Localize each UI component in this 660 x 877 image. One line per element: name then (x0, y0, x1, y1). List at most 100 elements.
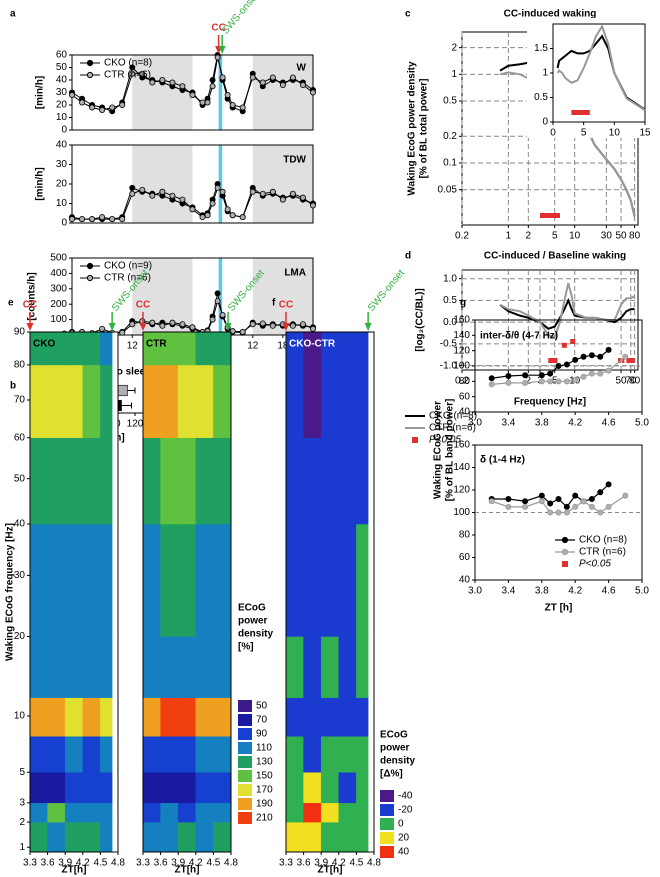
heatmap-cell (64, 523, 84, 637)
data-point (588, 370, 595, 377)
heatmap-cell (320, 821, 340, 853)
annotation-label: CC (279, 300, 293, 311)
heatmap-cell (356, 771, 369, 804)
x-tick-label: 70 (625, 376, 637, 387)
significance-bar (548, 358, 558, 363)
heatmap-cell (29, 437, 48, 525)
data-point (505, 372, 512, 379)
heatmap-cell (177, 697, 197, 737)
heatmap-cell (142, 736, 161, 773)
data-point (159, 77, 166, 84)
legend-marker (86, 71, 94, 79)
heatmap-cell (195, 771, 214, 804)
colorbar-swatch (380, 790, 394, 802)
heatmap-cell (356, 821, 369, 853)
data-point (580, 353, 587, 360)
heatmap-cell (29, 736, 48, 773)
heatmap-cell (82, 331, 101, 366)
heatmap-cell (338, 736, 357, 773)
heatmap-cell (213, 771, 232, 804)
heatmap-cell (356, 636, 369, 698)
colorbar-swatch (238, 784, 252, 796)
heatmap-cell (100, 736, 113, 773)
heatmap-cell (338, 331, 357, 366)
heatmap-cell (82, 802, 101, 823)
plot-frame (29, 331, 119, 853)
x-tick-label: 4.2 (76, 858, 90, 869)
data-point (79, 216, 86, 223)
data-point (279, 82, 286, 89)
colorbar-swatch (380, 804, 394, 816)
shaded-band (218, 258, 223, 335)
legend-marker (86, 59, 94, 67)
x-tick-label: 3.6 (154, 858, 168, 869)
x-tick-label: 4.8 (224, 858, 238, 869)
heatmap-cell (285, 821, 304, 853)
heatmap-cell (160, 771, 179, 804)
data-point (139, 70, 146, 77)
data-point (563, 509, 570, 516)
colorbar-label: ECoG (238, 603, 266, 614)
heatmap-cell (100, 364, 113, 438)
x-axis-label: ZT[h] (318, 865, 343, 876)
data-point (179, 321, 186, 328)
heatmap-cell (100, 636, 113, 698)
chart-title: CKO (33, 339, 55, 350)
heatmap-cell (213, 523, 232, 637)
data-point (555, 362, 562, 369)
x-tick-label: 1 (506, 231, 512, 242)
data-point (179, 196, 186, 203)
colorbar-tick-label: 150 (256, 771, 273, 782)
data-point (129, 70, 136, 77)
panel-letter: e (8, 298, 14, 309)
colorbar-label: power (380, 743, 410, 754)
colorbar-tick-label: 90 (256, 729, 268, 740)
legend-marker (86, 274, 94, 282)
legend-label: P<0.05 (429, 435, 461, 446)
chart-title: CC-induced / Baseline waking (484, 251, 626, 262)
data-point (119, 329, 126, 336)
colorbar-tick-label: 0 (398, 819, 404, 830)
x-tick-label: 30 (601, 231, 613, 242)
legend-marker (561, 548, 569, 556)
colorbar-swatch (380, 818, 394, 830)
significance-bar (540, 213, 560, 218)
heatmap-cell (320, 437, 340, 525)
data-point (572, 376, 579, 383)
data-point (169, 192, 176, 199)
heatmap-cell (160, 636, 179, 698)
heatmap-cell (195, 364, 214, 438)
data-point (279, 196, 286, 203)
panel-letter: c (405, 9, 411, 20)
data-point (99, 107, 106, 114)
heatmap-cell (285, 697, 304, 737)
data-point (99, 214, 106, 221)
y-tick-label: 60 (56, 50, 68, 61)
data-point (588, 495, 595, 502)
annotation-arrow-head (282, 323, 290, 331)
y-tick-label: 40 (459, 407, 471, 418)
significance-bar (626, 358, 635, 363)
data-point (259, 79, 266, 86)
panel-letter: b (10, 381, 16, 392)
x-tick-label: 5.0 (635, 418, 649, 429)
heatmap-cell (213, 802, 232, 823)
data-point (269, 188, 276, 195)
data-point (505, 379, 512, 386)
heatmap-cell (160, 821, 179, 853)
chart-title: LMA (284, 268, 306, 279)
data-point (555, 378, 562, 385)
heatmap-cell (47, 523, 66, 637)
heatmap-cell (82, 636, 101, 698)
data-point (179, 83, 186, 90)
data-point (597, 370, 604, 377)
data-point (139, 186, 146, 193)
heatmap-cell (195, 697, 214, 737)
chart-title: inter-δ/θ (4-7 Hz) (480, 331, 558, 342)
data-point (605, 481, 612, 488)
x-tick-label: 80 (629, 231, 641, 242)
heatmap-cell (82, 821, 101, 853)
heatmap-cell (195, 437, 214, 525)
heatmap-cell (356, 331, 369, 366)
